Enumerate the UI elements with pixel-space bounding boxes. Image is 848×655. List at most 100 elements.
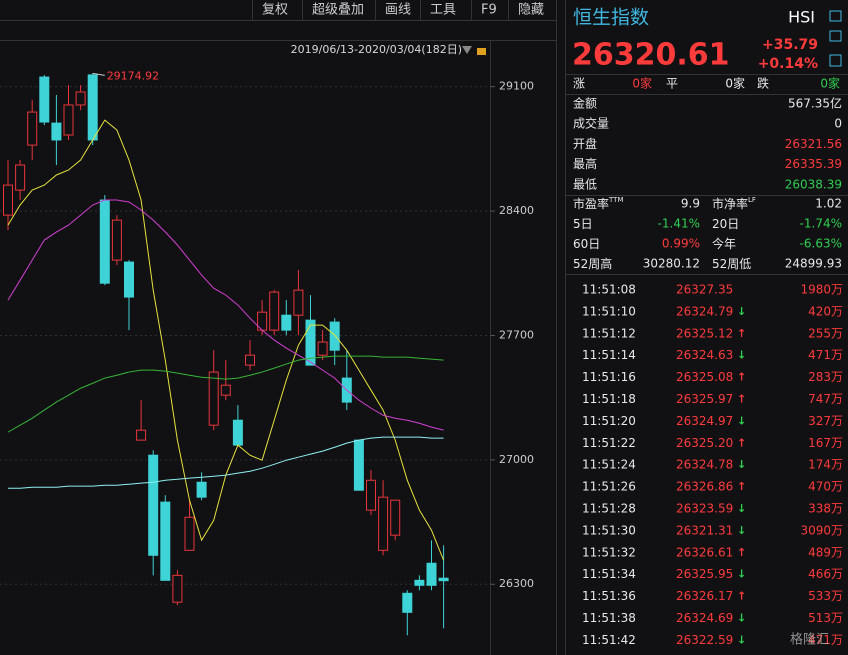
candle-body [390,499,401,536]
index-code: HSI [788,8,815,27]
trade-price: 26325.95 [676,567,733,581]
lock-icon[interactable] [477,48,486,55]
candle-body [27,111,38,146]
trade-direction: ↑ [737,327,746,340]
trade-volume: 174万 [808,458,843,472]
candle-body [208,371,219,426]
trade-price: 26326.86 [676,480,733,494]
valuation-label-text: 52周高 [573,256,612,271]
trade-price: 26327.35 [676,283,733,297]
edit-icon[interactable] [829,54,842,67]
candle-body [414,579,425,586]
trade-price: 26324.63 [676,348,733,362]
candle-body [220,384,231,396]
y-tick-label: 26300 [499,577,534,590]
alert-icon[interactable] [829,10,842,22]
trade-time: 11:51:24 [582,458,636,472]
moving-average-line [8,436,444,489]
y-tick-label: 27700 [499,328,534,341]
valuation-label: 市盈率TTM [573,196,623,211]
trade-direction: ↑ [737,371,746,384]
breadth-item: 0家 [820,76,840,91]
breadth-item: 平 [666,77,678,91]
trade-direction: ↓ [737,502,746,515]
trade-direction: ↓ [737,458,746,471]
toolbar-button[interactable]: 隐藏 [518,3,544,18]
trade-price: 26325.08 [676,370,733,384]
breadth-item: 跌 [757,76,769,91]
candle-body [317,341,328,356]
valuation-label-sup: LF [748,196,756,204]
trade-price: 26325.97 [676,392,733,406]
candle-body [329,321,340,351]
trade-volume: 255万 [808,326,843,340]
trade-volume: 420万 [808,304,843,318]
valuation-value: -1.74% [800,217,842,231]
trade-time: 11:51:42 [582,633,636,647]
trade-volume: 533万 [808,589,843,603]
candle-body [148,454,159,556]
trade-direction: ↓ [737,305,746,318]
candle-body [87,74,98,141]
trade-direction: ↑ [737,480,746,493]
watermark: 格隆汇 [790,632,829,648]
valuation-label: 5日 [573,217,593,231]
breadth-item: 涨 [573,76,585,91]
trade-direction: ↑ [737,393,746,406]
y-tick-label: 27000 [499,453,534,466]
candle-body [366,479,376,511]
stat-value: 26335.39 [785,157,842,171]
trade-time: 11:51:10 [582,304,636,318]
toolbar-button[interactable]: 复权 [262,2,288,18]
valuation-value: -1.41% [658,217,700,231]
trade-price: 26321.31 [676,523,733,537]
valuation-label-text: 5日 [573,217,593,231]
toolbar-button[interactable]: 超级叠加 [312,3,364,18]
trade-volume: 513万 [808,611,843,625]
trade-direction: ↑ [737,546,746,559]
date-range: 2019/06/13-2020/03/04(182日) [291,43,462,56]
toolbar-button[interactable]: F9 [481,3,497,18]
trade-direction: ↓ [737,568,746,581]
candle-body [99,199,110,284]
trade-time: 11:51:14 [582,348,636,362]
trade-volume: 1980万 [800,283,843,297]
trade-time: 11:51:38 [582,611,636,625]
candle-body [281,314,292,331]
candle-body [51,122,62,141]
moving-average-line [7,199,444,431]
valuation-label-text: 60日 [573,237,600,251]
bell-icon[interactable] [829,30,842,42]
valuation-value: 1.02 [815,197,842,211]
valuation-label: 今年 [712,236,736,251]
valuation-label-text: 52周低 [712,257,751,271]
candle-body [136,429,147,441]
trade-direction: ↑ [737,436,746,449]
trade-volume: 327万 [808,414,843,428]
valuation-label: 60日 [573,237,600,251]
toolbar-button[interactable]: 工具 [430,3,456,18]
toolbar-button[interactable]: 画线 [385,3,411,18]
trade-time: 11:51:36 [582,589,636,603]
valuation-label-sup: TTM [608,196,623,204]
trade-volume: 747万 [808,392,843,406]
trade-price: 26324.78 [676,458,733,472]
candle-body [15,164,26,191]
trade-time: 11:51:26 [582,480,636,494]
dropdown-icon[interactable] [462,46,472,54]
valuation-label: 市净率LF [712,196,756,211]
trade-volume: 167万 [808,436,843,450]
stat-label: 最高 [573,156,597,171]
trade-time: 11:51:30 [582,523,636,537]
candle-body [269,291,280,331]
trade-time: 11:51:16 [582,370,636,384]
trade-direction: ↓ [737,633,746,646]
candle-body [196,481,207,498]
trade-time: 11:51:32 [582,545,636,559]
trade-volume: 471万 [808,348,843,362]
trade-price: 26322.59 [676,633,733,647]
candle-body [160,501,171,581]
trade-price: 26324.79 [676,304,733,318]
stat-value: 26321.56 [785,137,842,151]
